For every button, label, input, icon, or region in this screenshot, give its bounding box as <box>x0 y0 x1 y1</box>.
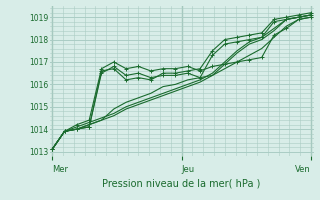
X-axis label: Pression niveau de la mer( hPa ): Pression niveau de la mer( hPa ) <box>102 178 261 188</box>
